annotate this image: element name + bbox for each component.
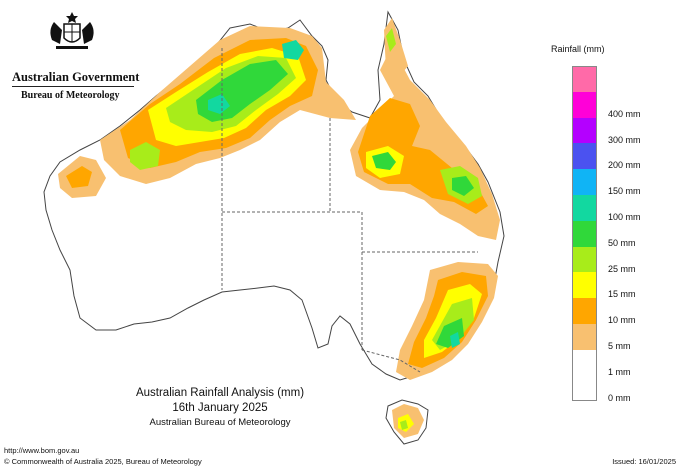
legend-item: 1 mm — [572, 349, 672, 377]
legend-item: 100 mm — [572, 194, 672, 222]
legend-item: 10 mm — [572, 298, 672, 326]
legend-item: 5 mm — [572, 323, 672, 351]
legend-title: Rainfall (mm) — [551, 44, 605, 54]
website-url[interactable]: http://www.bom.gov.au — [4, 446, 80, 455]
rainfall-shading — [58, 18, 500, 438]
issued-date: Issued: 16/01/2025 — [612, 457, 676, 466]
legend-label: 150 mm — [608, 186, 641, 197]
legend-label: 300 mm — [608, 134, 641, 145]
legend-swatch — [572, 323, 597, 350]
legend-swatch — [572, 272, 597, 299]
government-logo: Australian Government Bureau of Meteorol… — [8, 10, 140, 101]
state-borders — [221, 48, 478, 373]
caption-title: Australian Rainfall Analysis (mm) — [135, 387, 305, 399]
coat-of-arms-icon — [50, 12, 94, 49]
legend-item: 0 mm — [572, 375, 672, 403]
legend-label: 200 mm — [608, 160, 641, 171]
rain-area-5mm-kimberley — [66, 166, 92, 188]
legend-swatch — [572, 220, 597, 247]
rain-area-50mm-north — [282, 40, 304, 60]
legend-swatch — [572, 349, 597, 376]
rainfall-legend: 400 mm 300 mm 200 mm 150 mm 100 mm 50 mm 25 mm… — [572, 66, 672, 403]
rain-area-15mm-pilbara — [130, 142, 160, 170]
legend-label: 10 mm — [608, 315, 636, 326]
legend-label: 400 mm — [608, 108, 641, 119]
legend-label: 25 mm — [608, 263, 636, 274]
legend-label: 5 mm — [608, 340, 631, 351]
legend-label: 50 mm — [608, 237, 636, 248]
rain-area-50mm-north-2 — [208, 94, 230, 114]
legend-swatch — [572, 246, 597, 273]
logo-divider — [12, 86, 134, 87]
legend-item — [572, 66, 672, 92]
legend-label: 15 mm — [608, 289, 636, 300]
legend-swatch — [572, 91, 597, 118]
footer: © Commonwealth of Australia 2025, Bureau… — [0, 457, 680, 467]
rain-area-50mm-nsw — [450, 332, 460, 348]
legend-item: 50 mm — [572, 220, 672, 248]
rain-area-15mm-tas — [400, 420, 408, 430]
caption-agency: Australian Bureau of Meteorology — [149, 417, 291, 428]
legend-item: 300 mm — [572, 117, 672, 145]
legend-label: 100 mm — [608, 211, 641, 222]
legend-swatch — [572, 194, 597, 221]
map-caption: Australian Rainfall Analysis (mm) 16th J… — [100, 386, 340, 429]
government-name: Australian Government — [12, 70, 140, 84]
caption-date: 16th January 2025 — [172, 402, 268, 414]
legend-swatch — [572, 169, 597, 195]
rain-area-25mm-qld — [372, 152, 396, 170]
legend-swatch — [572, 298, 597, 324]
legend-swatch — [572, 117, 597, 144]
legend-swatch — [572, 66, 597, 92]
legend-item: 150 mm — [572, 169, 672, 197]
rain-area-15mm-cape — [386, 28, 396, 52]
legend-item: 15 mm — [572, 272, 672, 300]
legend-swatch — [572, 375, 597, 402]
legend-label: 0 mm — [608, 392, 631, 403]
legend-swatch — [572, 143, 597, 170]
legend-item: 25 mm — [572, 246, 672, 274]
legend-label: 1 mm — [608, 366, 631, 377]
legend-item: 200 mm — [572, 143, 672, 171]
legend-item: 400 mm — [572, 91, 672, 119]
rain-area-25mm-qld-2 — [452, 176, 474, 196]
bureau-name: Bureau of Meteorology — [21, 90, 120, 101]
copyright-text: © Commonwealth of Australia 2025, Bureau… — [4, 457, 202, 466]
